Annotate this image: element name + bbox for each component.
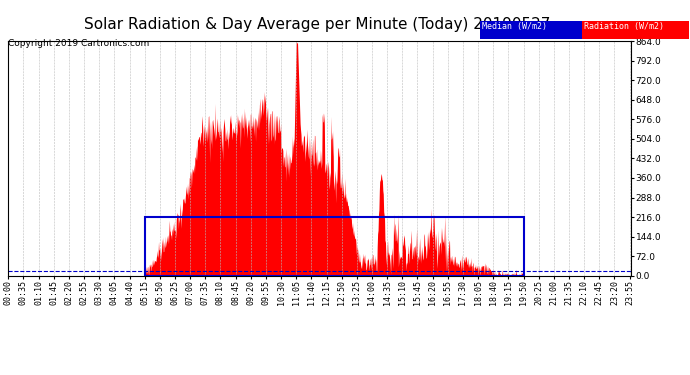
- Bar: [145, 217, 524, 276]
- Text: Solar Radiation & Day Average per Minute (Today) 20190527: Solar Radiation & Day Average per Minute…: [84, 17, 551, 32]
- Text: Copyright 2019 Cartronics.com: Copyright 2019 Cartronics.com: [8, 39, 150, 48]
- Text: Median (W/m2): Median (W/m2): [482, 22, 546, 32]
- Text: Radiation (W/m2): Radiation (W/m2): [584, 22, 664, 32]
